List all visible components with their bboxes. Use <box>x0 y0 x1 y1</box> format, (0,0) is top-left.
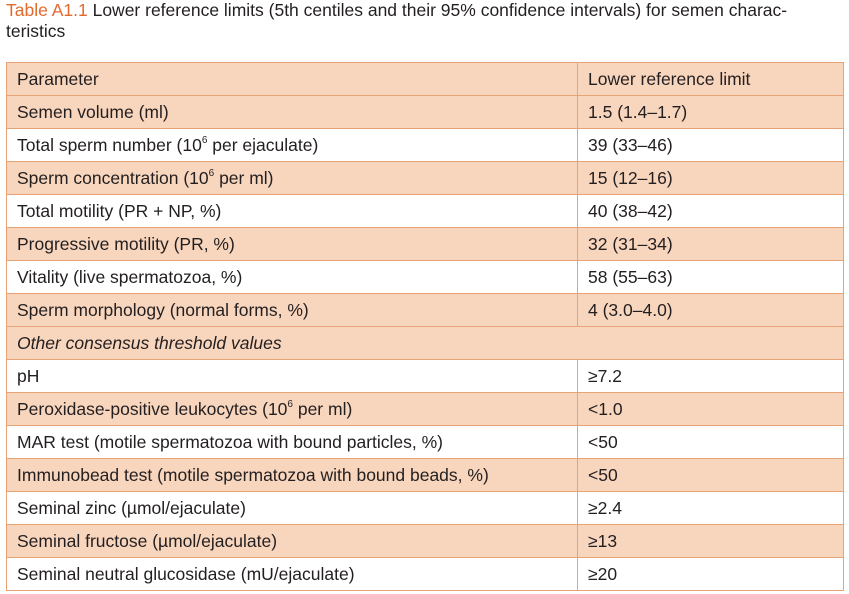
value-cell: <50 <box>577 425 844 459</box>
caption-text-line2: teristics <box>6 21 66 41</box>
value-cell: <50 <box>577 458 844 492</box>
value-cell: 15 (12–16) <box>577 161 844 195</box>
parameter-text: Total motility (PR + NP, %) <box>17 200 222 221</box>
value-cell: 58 (55–63) <box>577 260 844 294</box>
exponent: 6 <box>287 398 293 410</box>
value-cell: ≥7.2 <box>577 359 844 393</box>
parameter-text: Peroxidase-positive leukocytes (10 <box>17 398 288 419</box>
table-row: Progressive motility (PR, %) 32 (31–34) <box>6 227 844 261</box>
table-row: Total motility (PR + NP, %) 40 (38–42) <box>6 194 844 228</box>
parameter-unit-text: per ejaculate) <box>207 134 319 155</box>
header-parameter: Parameter <box>6 62 578 96</box>
parameter-text: Total sperm number (10 <box>17 134 202 155</box>
value-cell: ≥13 <box>577 524 844 558</box>
parameter-cell: pH <box>6 359 578 393</box>
parameter-cell: MAR test (motile spermatozoa with bound … <box>6 425 578 459</box>
table-row: Seminal fructose (µmol/ejaculate) ≥13 <box>6 524 844 558</box>
value-cell: ≥20 <box>577 557 844 591</box>
table-label: Table A1.1 <box>6 0 88 20</box>
value-cell: <1.0 <box>577 392 844 426</box>
table-row: Vitality (live spermatozoa, %) 58 (55–63) <box>6 260 844 294</box>
table-body: Semen volume (ml) 1.5 (1.4–1.7) Total sper… <box>6 95 844 591</box>
exponent: 6 <box>201 134 208 146</box>
value-cell: 39 (33–46) <box>577 128 844 162</box>
parameter-text: Seminal zinc (µmol/ejaculate) <box>17 497 246 518</box>
parameter-cell: Total motility (PR + NP, %) <box>6 194 578 228</box>
value-cell: 32 (31–34) <box>577 227 844 261</box>
table-row: Seminal neutral glucosidase (mU/ejaculat… <box>6 557 844 591</box>
table-row: Sperm morphology (normal forms, %) 4 (3.0… <box>6 293 844 327</box>
table-row: Total sperm number (106 per ejaculate) 39… <box>6 128 844 162</box>
table-row: MAR test (motile spermatozoa with bound … <box>6 425 844 459</box>
reference-limits-table: Parameter Lower reference limit Semen vo… <box>6 62 844 591</box>
table-caption: Table A1.1 Lower reference limits (5th c… <box>6 0 842 42</box>
parameter-unit-text: per ml) <box>214 167 274 188</box>
parameter-text: Sperm morphology (normal forms, %) <box>17 299 309 320</box>
table-row: Seminal zinc (µmol/ejaculate) ≥2.4 <box>6 491 844 525</box>
table-row: Semen volume (ml) 1.5 (1.4–1.7) <box>6 95 844 129</box>
value-cell: ≥2.4 <box>577 491 844 525</box>
parameter-unit-text: per ml) <box>292 398 353 419</box>
table-row: Peroxidase-positive leukocytes (106 per … <box>6 392 844 426</box>
exponent: 6 <box>208 167 215 179</box>
parameter-text: Vitality (live spermatozoa, %) <box>17 266 243 287</box>
section-label: Other consensus threshold values <box>6 326 844 360</box>
parameter-text: Seminal fructose (µmol/ejaculate) <box>17 530 278 551</box>
table-row: Immunobead test (motile spermatozoa with… <box>6 458 844 492</box>
parameter-cell: Sperm concentration (106 per ml) <box>6 161 578 195</box>
parameter-cell: Seminal zinc (µmol/ejaculate) <box>6 491 578 525</box>
section-row: Other consensus threshold values <box>6 326 844 360</box>
parameter-cell: Vitality (live spermatozoa, %) <box>6 260 578 294</box>
header-lower-reference-limit: Lower reference limit <box>577 62 844 96</box>
caption-text-line1: Lower reference limits (5th centiles and… <box>87 0 788 20</box>
value-cell: 4 (3.0–4.0) <box>577 293 844 327</box>
parameter-cell: Seminal neutral glucosidase (mU/ejaculat… <box>6 557 578 591</box>
parameter-cell: Total sperm number (106 per ejaculate) <box>6 128 578 162</box>
value-cell: 40 (38–42) <box>577 194 844 228</box>
value-cell: 1.5 (1.4–1.7) <box>577 95 844 129</box>
table-row: pH ≥7.2 <box>6 359 844 393</box>
parameter-text: pH <box>17 365 40 386</box>
table-header-row: Parameter Lower reference limit <box>6 62 844 96</box>
parameter-cell: Peroxidase-positive leukocytes (106 per … <box>6 392 578 426</box>
parameter-text: Seminal neutral glucosidase (mU/ejaculat… <box>17 563 355 584</box>
parameter-cell: Immunobead test (motile spermatozoa with… <box>6 458 578 492</box>
parameter-text: Immunobead test (motile spermatozoa with… <box>17 464 489 485</box>
parameter-text: Sperm concentration (10 <box>17 167 209 188</box>
parameter-cell: Semen volume (ml) <box>6 95 578 129</box>
parameter-text: Progressive motility (PR, %) <box>17 233 235 254</box>
parameter-cell: Seminal fructose (µmol/ejaculate) <box>6 524 578 558</box>
parameter-text: MAR test (motile spermatozoa with bound … <box>17 431 443 452</box>
parameter-text: Semen volume (ml) <box>17 101 169 122</box>
parameter-cell: Progressive motility (PR, %) <box>6 227 578 261</box>
parameter-cell: Sperm morphology (normal forms, %) <box>6 293 578 327</box>
table-row: Sperm concentration (106 per ml) 15 (12–1… <box>6 161 844 195</box>
